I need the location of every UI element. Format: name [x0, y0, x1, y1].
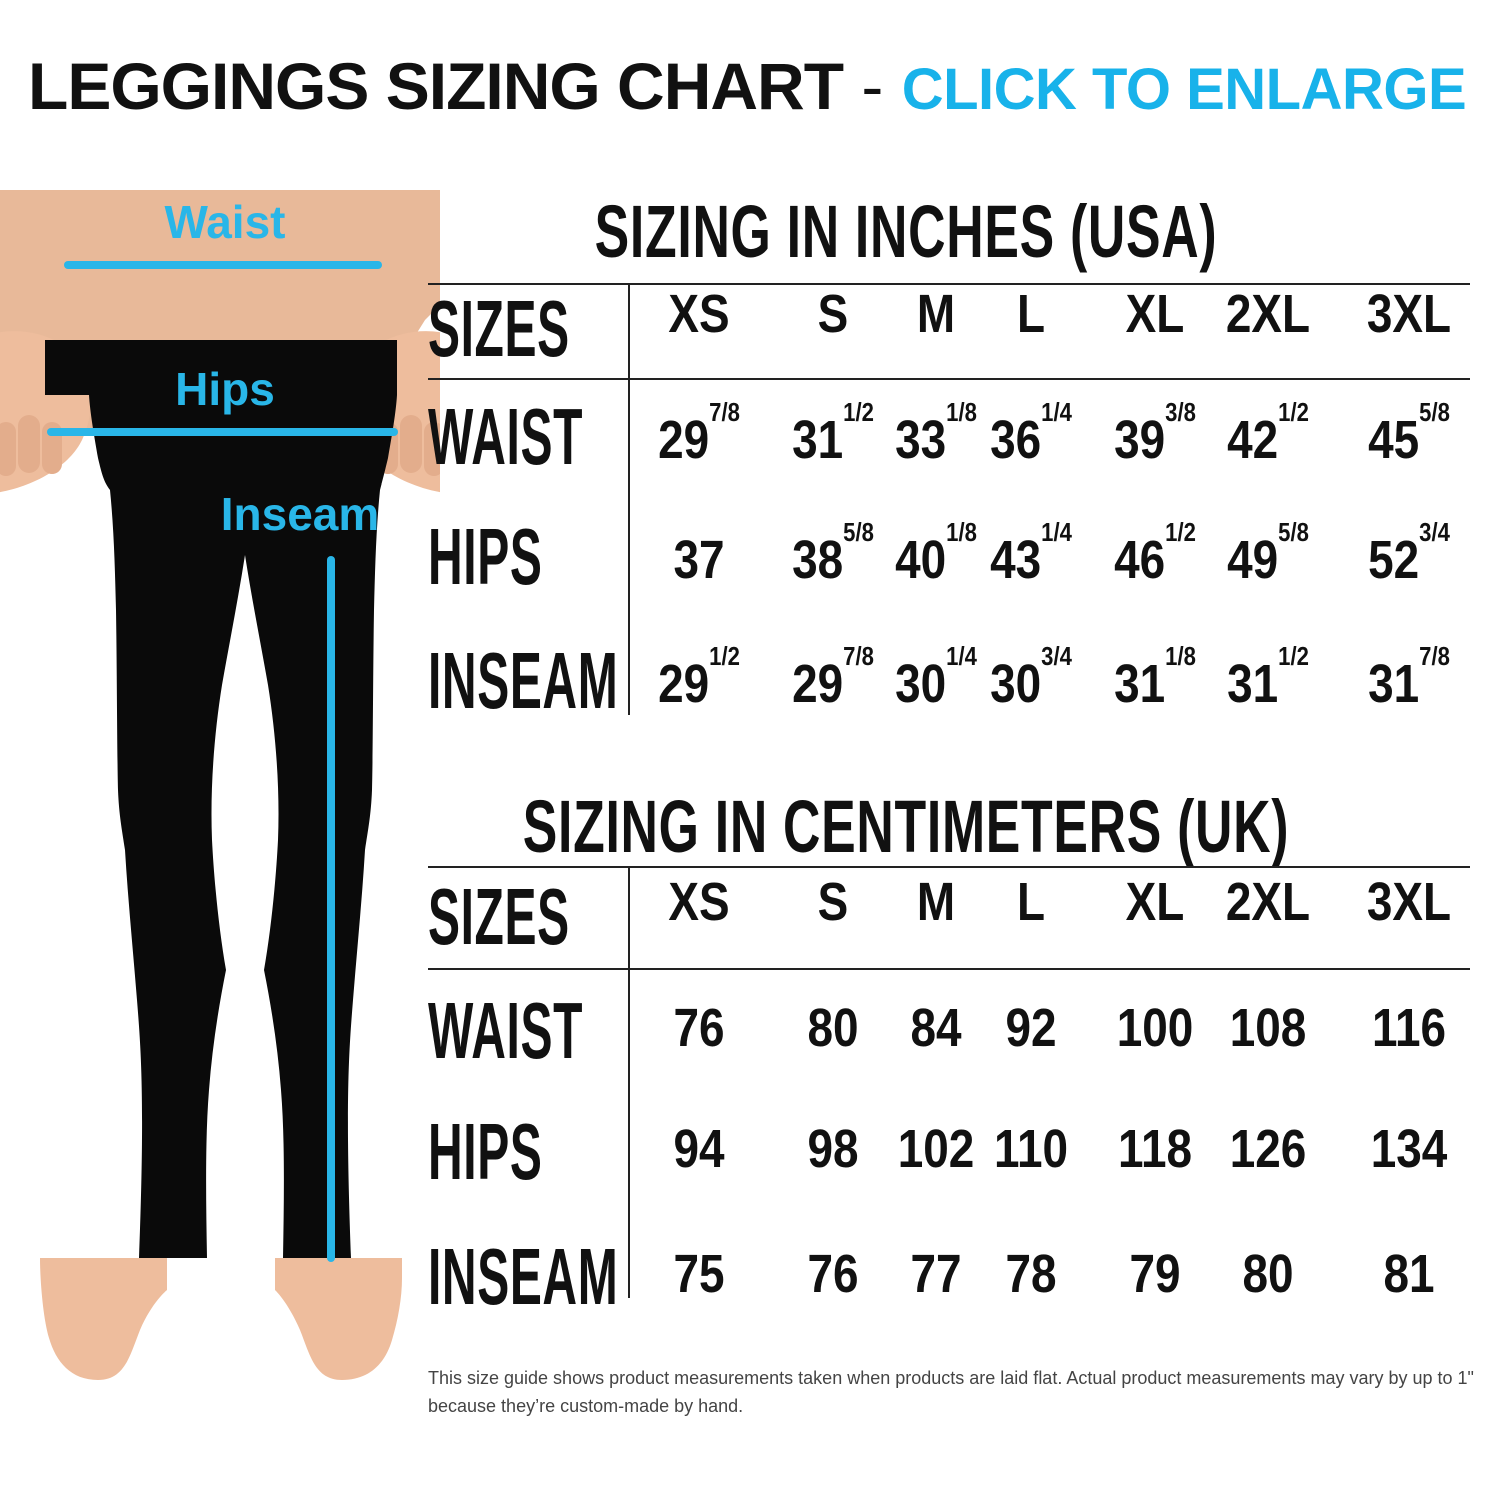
- svg-text:Waist: Waist: [165, 196, 286, 248]
- svg-text:Inseam: Inseam: [221, 488, 380, 540]
- svg-text:Hips: Hips: [175, 363, 275, 415]
